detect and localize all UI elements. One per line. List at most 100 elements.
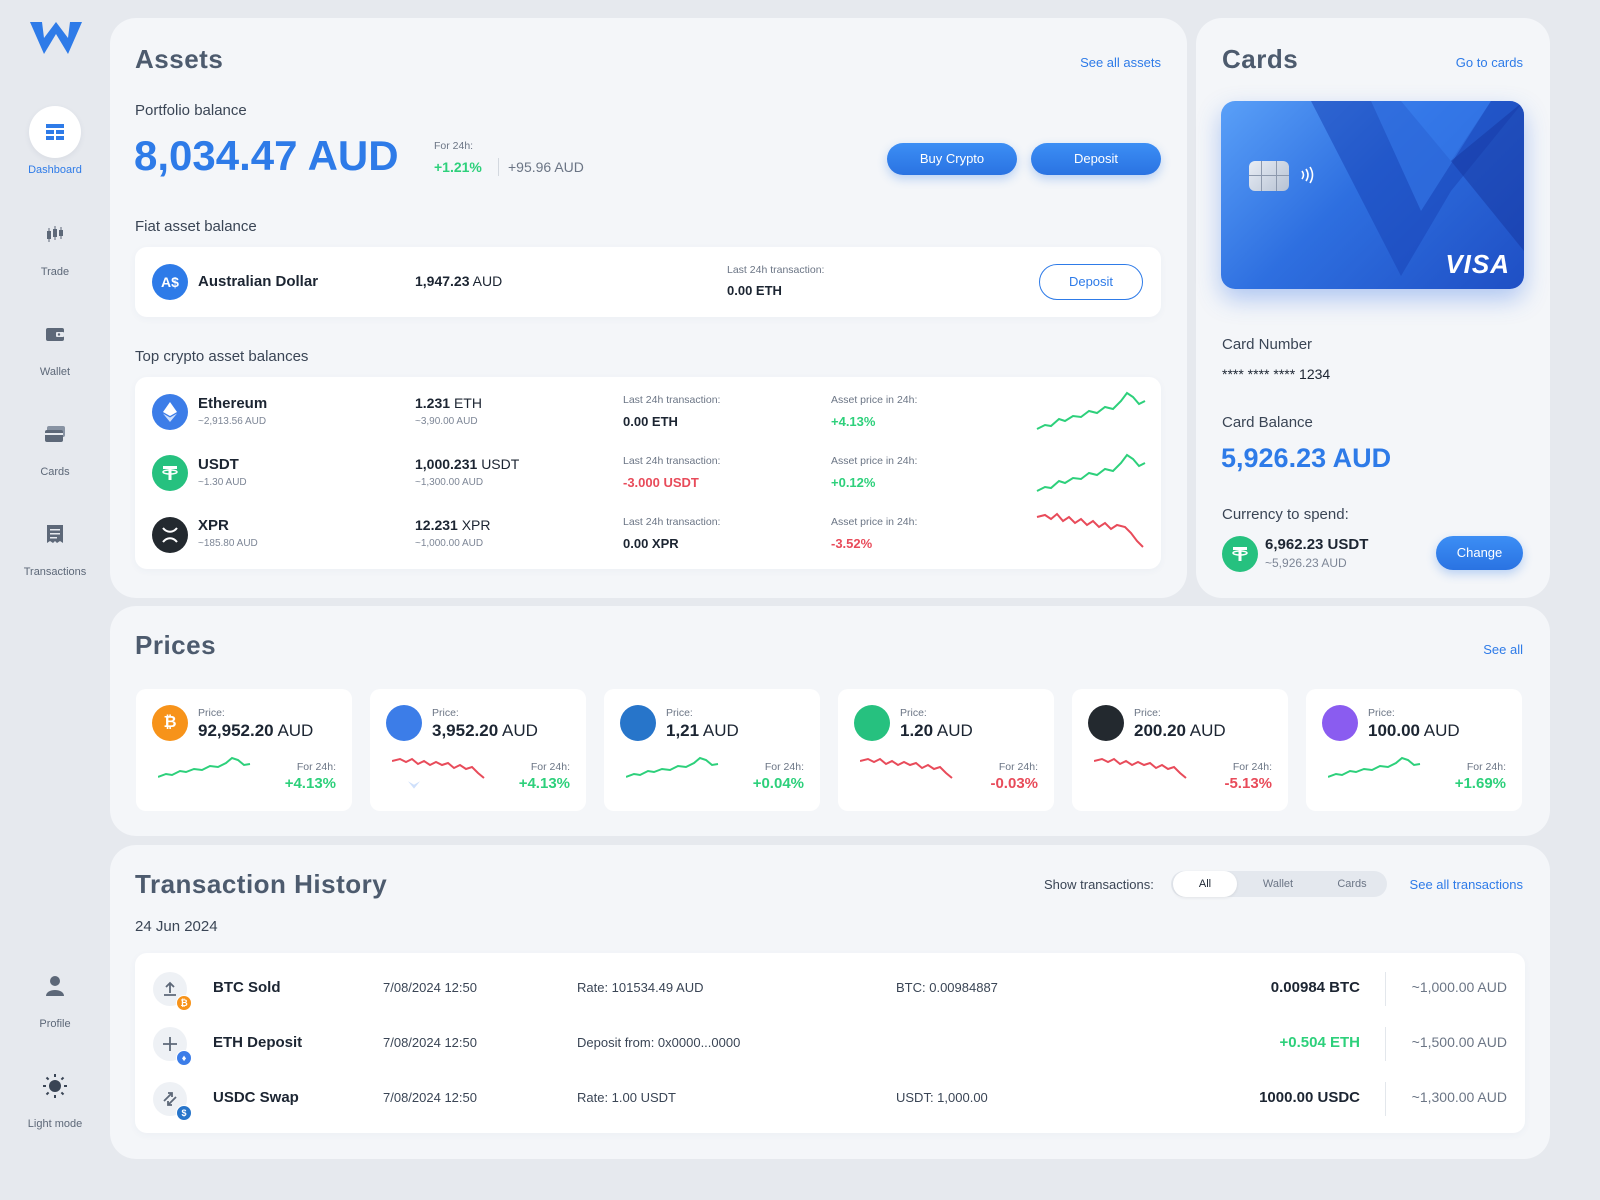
price-change: +4.13% (284, 775, 336, 792)
deposit-button[interactable]: Deposit (1031, 143, 1161, 175)
tx-amount: +0.504 ETH (1279, 1034, 1360, 1051)
svg-text:$: $ (649, 776, 657, 790)
portfolio-label: Portfolio balance (135, 102, 247, 119)
filter-wallet[interactable]: Wallet (1262, 878, 1294, 890)
logo-icon (30, 22, 82, 54)
sol-coin-icon (1322, 705, 1362, 785)
card-balance: 5,926.23 AUD (1221, 443, 1392, 473)
crypto-sub: ~2,913.56 AUD (198, 416, 267, 427)
price-change-label: Asset price in 24h: (831, 455, 918, 467)
cards-title: Cards (1222, 44, 1299, 74)
tx-title: ETH Deposit (213, 1034, 303, 1051)
for24-label: For 24h: (530, 761, 570, 773)
table-row[interactable]: ♦ ETH Deposit 7/08/2024 12:50 Deposit fr… (135, 1015, 1525, 1070)
tx-detail: Deposit from: 0x0000...0000 (577, 1035, 741, 1050)
aud-coin-icon: A$ (152, 264, 188, 300)
change-currency-button[interactable]: Change (1436, 536, 1523, 570)
candlestick-icon (29, 208, 81, 260)
crypto-row[interactable]: XPR ~185.80 AUD 12.231 XPR ~1,000.00 AUD… (135, 505, 1161, 569)
visa-logo: VISA (1445, 249, 1510, 279)
sparkline-up (1328, 756, 1421, 778)
filter-all[interactable]: All (1173, 871, 1237, 897)
tx-amount: 1000.00 USDC (1259, 1089, 1360, 1106)
nav-wallet-label: Wallet (39, 366, 71, 378)
price-card-sol[interactable]: Price: 100.00 AUD For 24h: +1.69% (1306, 689, 1522, 811)
nav-wallet[interactable]: Wallet (0, 308, 110, 378)
card-number-label: Card Number (1222, 336, 1313, 353)
fiat-last-label: Last 24h transaction: (727, 264, 825, 276)
crypto-row[interactable]: Ethereum ~2,913.56 AUD 1.231 ETH ~3,90.0… (135, 377, 1161, 441)
for24-label: For 24h: (764, 761, 804, 773)
xrp-coin-icon (1088, 705, 1127, 787)
price-label: Price: (1368, 707, 1395, 719)
nav-trade-label: Trade (40, 266, 70, 278)
tx-time: 7/08/2024 12:50 (383, 1035, 477, 1050)
price-card-eth[interactable]: Price: 3,952.20 AUD For 24h: +4.13% (370, 689, 586, 811)
credit-card[interactable]: VISA (1221, 101, 1524, 289)
tx-detail: Rate: 1.00 USDT (577, 1090, 676, 1105)
receipt-icon (29, 508, 81, 560)
assets-panel: Assets See all assets Portfolio balance … (110, 18, 1187, 598)
prices-title: Prices (135, 630, 217, 660)
fiat-amount: 1,947.23 AUD (415, 273, 503, 289)
nav-dashboard[interactable]: Dashboard (0, 106, 110, 176)
fiat-deposit-button[interactable]: Deposit (1039, 264, 1143, 300)
divider (498, 158, 499, 176)
portfolio-for24-label: For 24h: (434, 140, 474, 152)
filter-cards[interactable]: Cards (1337, 878, 1367, 890)
fiat-name: Australian Dollar (198, 273, 319, 290)
crypto-name: USDT (198, 456, 239, 473)
light-mode-toggle[interactable]: Light mode (0, 1060, 110, 1130)
see-all-assets-link[interactable]: See all assets (1080, 55, 1161, 70)
tx-title: BTC Sold (213, 979, 281, 996)
price-label: Price: (198, 707, 225, 719)
fiat-row: A$ Australian Dollar 1,947.23 AUD Last 2… (135, 247, 1161, 317)
last-tx-label: Last 24h transaction: (623, 394, 721, 406)
price-card-usdc[interactable]: $ Price: 1,21 AUD For 24h: +0.04% (604, 689, 820, 811)
card-icon (29, 408, 81, 460)
history-date: 24 Jun 2024 (135, 918, 218, 935)
price-card-usdt[interactable]: Price: 1.20 AUD For 24h: -0.03% (838, 689, 1054, 811)
divider (1385, 1082, 1386, 1116)
price-change: +4.13% (518, 775, 570, 792)
usdc-coin-icon: $ (620, 705, 663, 792)
see-all-prices-link[interactable]: See all (1483, 642, 1523, 657)
see-all-transactions-link[interactable]: See all transactions (1409, 877, 1523, 892)
table-row[interactable]: ₿ BTC Sold 7/08/2024 12:50 Rate: 101534.… (135, 960, 1525, 1015)
tether-coin-icon (1222, 536, 1258, 572)
nav-transactions[interactable]: Transactions (0, 508, 110, 578)
plus-icon: ♦ (153, 1027, 192, 1066)
history-list: ₿ BTC Sold 7/08/2024 12:50 Rate: 101534.… (135, 953, 1525, 1133)
currency-amount: 6,962.23 USDT (1265, 536, 1369, 553)
tx-time: 7/08/2024 12:50 (383, 1090, 477, 1105)
last-tx-label: Last 24h transaction: (623, 516, 721, 528)
portfolio-value: 8,034.47 AUD (134, 132, 399, 179)
eth-coin-icon (386, 705, 422, 789)
sidebar: Dashboard Trade Wallet Cards Transaction… (0, 0, 110, 1200)
price-label: Price: (1134, 707, 1161, 719)
price-change-label: Asset price in 24h: (831, 394, 918, 406)
buy-crypto-button[interactable]: Buy Crypto (887, 143, 1017, 175)
tx-aud: ~1,500.00 AUD (1411, 1034, 1507, 1050)
nav-trade[interactable]: Trade (0, 208, 110, 278)
price-value: 1.20 AUD (900, 721, 973, 740)
sparkline-down (860, 757, 953, 779)
last-tx-label: Last 24h transaction: (623, 455, 721, 467)
card-number: **** **** **** 1234 (1222, 366, 1331, 382)
price-value: 92,952.20 AUD (198, 721, 314, 740)
price-card-xrp[interactable]: Price: 200.20 AUD For 24h: -5.13% (1072, 689, 1288, 811)
divider (1385, 972, 1386, 1006)
tx-extra: USDT: 1,000.00 (896, 1090, 988, 1105)
go-to-cards-link[interactable]: Go to cards (1455, 55, 1523, 70)
crypto-name: XPR (198, 517, 229, 534)
sparkline-down (392, 757, 485, 779)
price-card-btc[interactable]: ₿ Price: 92,952.20 AUD For 24h: +4.13% (136, 689, 352, 811)
price-value: 100.00 AUD (1368, 721, 1460, 740)
nav-cards[interactable]: Cards (0, 408, 110, 478)
crypto-row[interactable]: USDT ~1.30 AUD 1,000.231 USDT ~1,300.00 … (135, 441, 1161, 505)
grid-icon (29, 106, 81, 158)
nav-profile[interactable]: Profile (0, 960, 110, 1030)
portfolio-for24-abs: +95.96 AUD (508, 159, 584, 175)
nav-profile-label: Profile (39, 1018, 71, 1030)
table-row[interactable]: $ USDC Swap 7/08/2024 12:50 Rate: 1.00 U… (135, 1070, 1525, 1125)
